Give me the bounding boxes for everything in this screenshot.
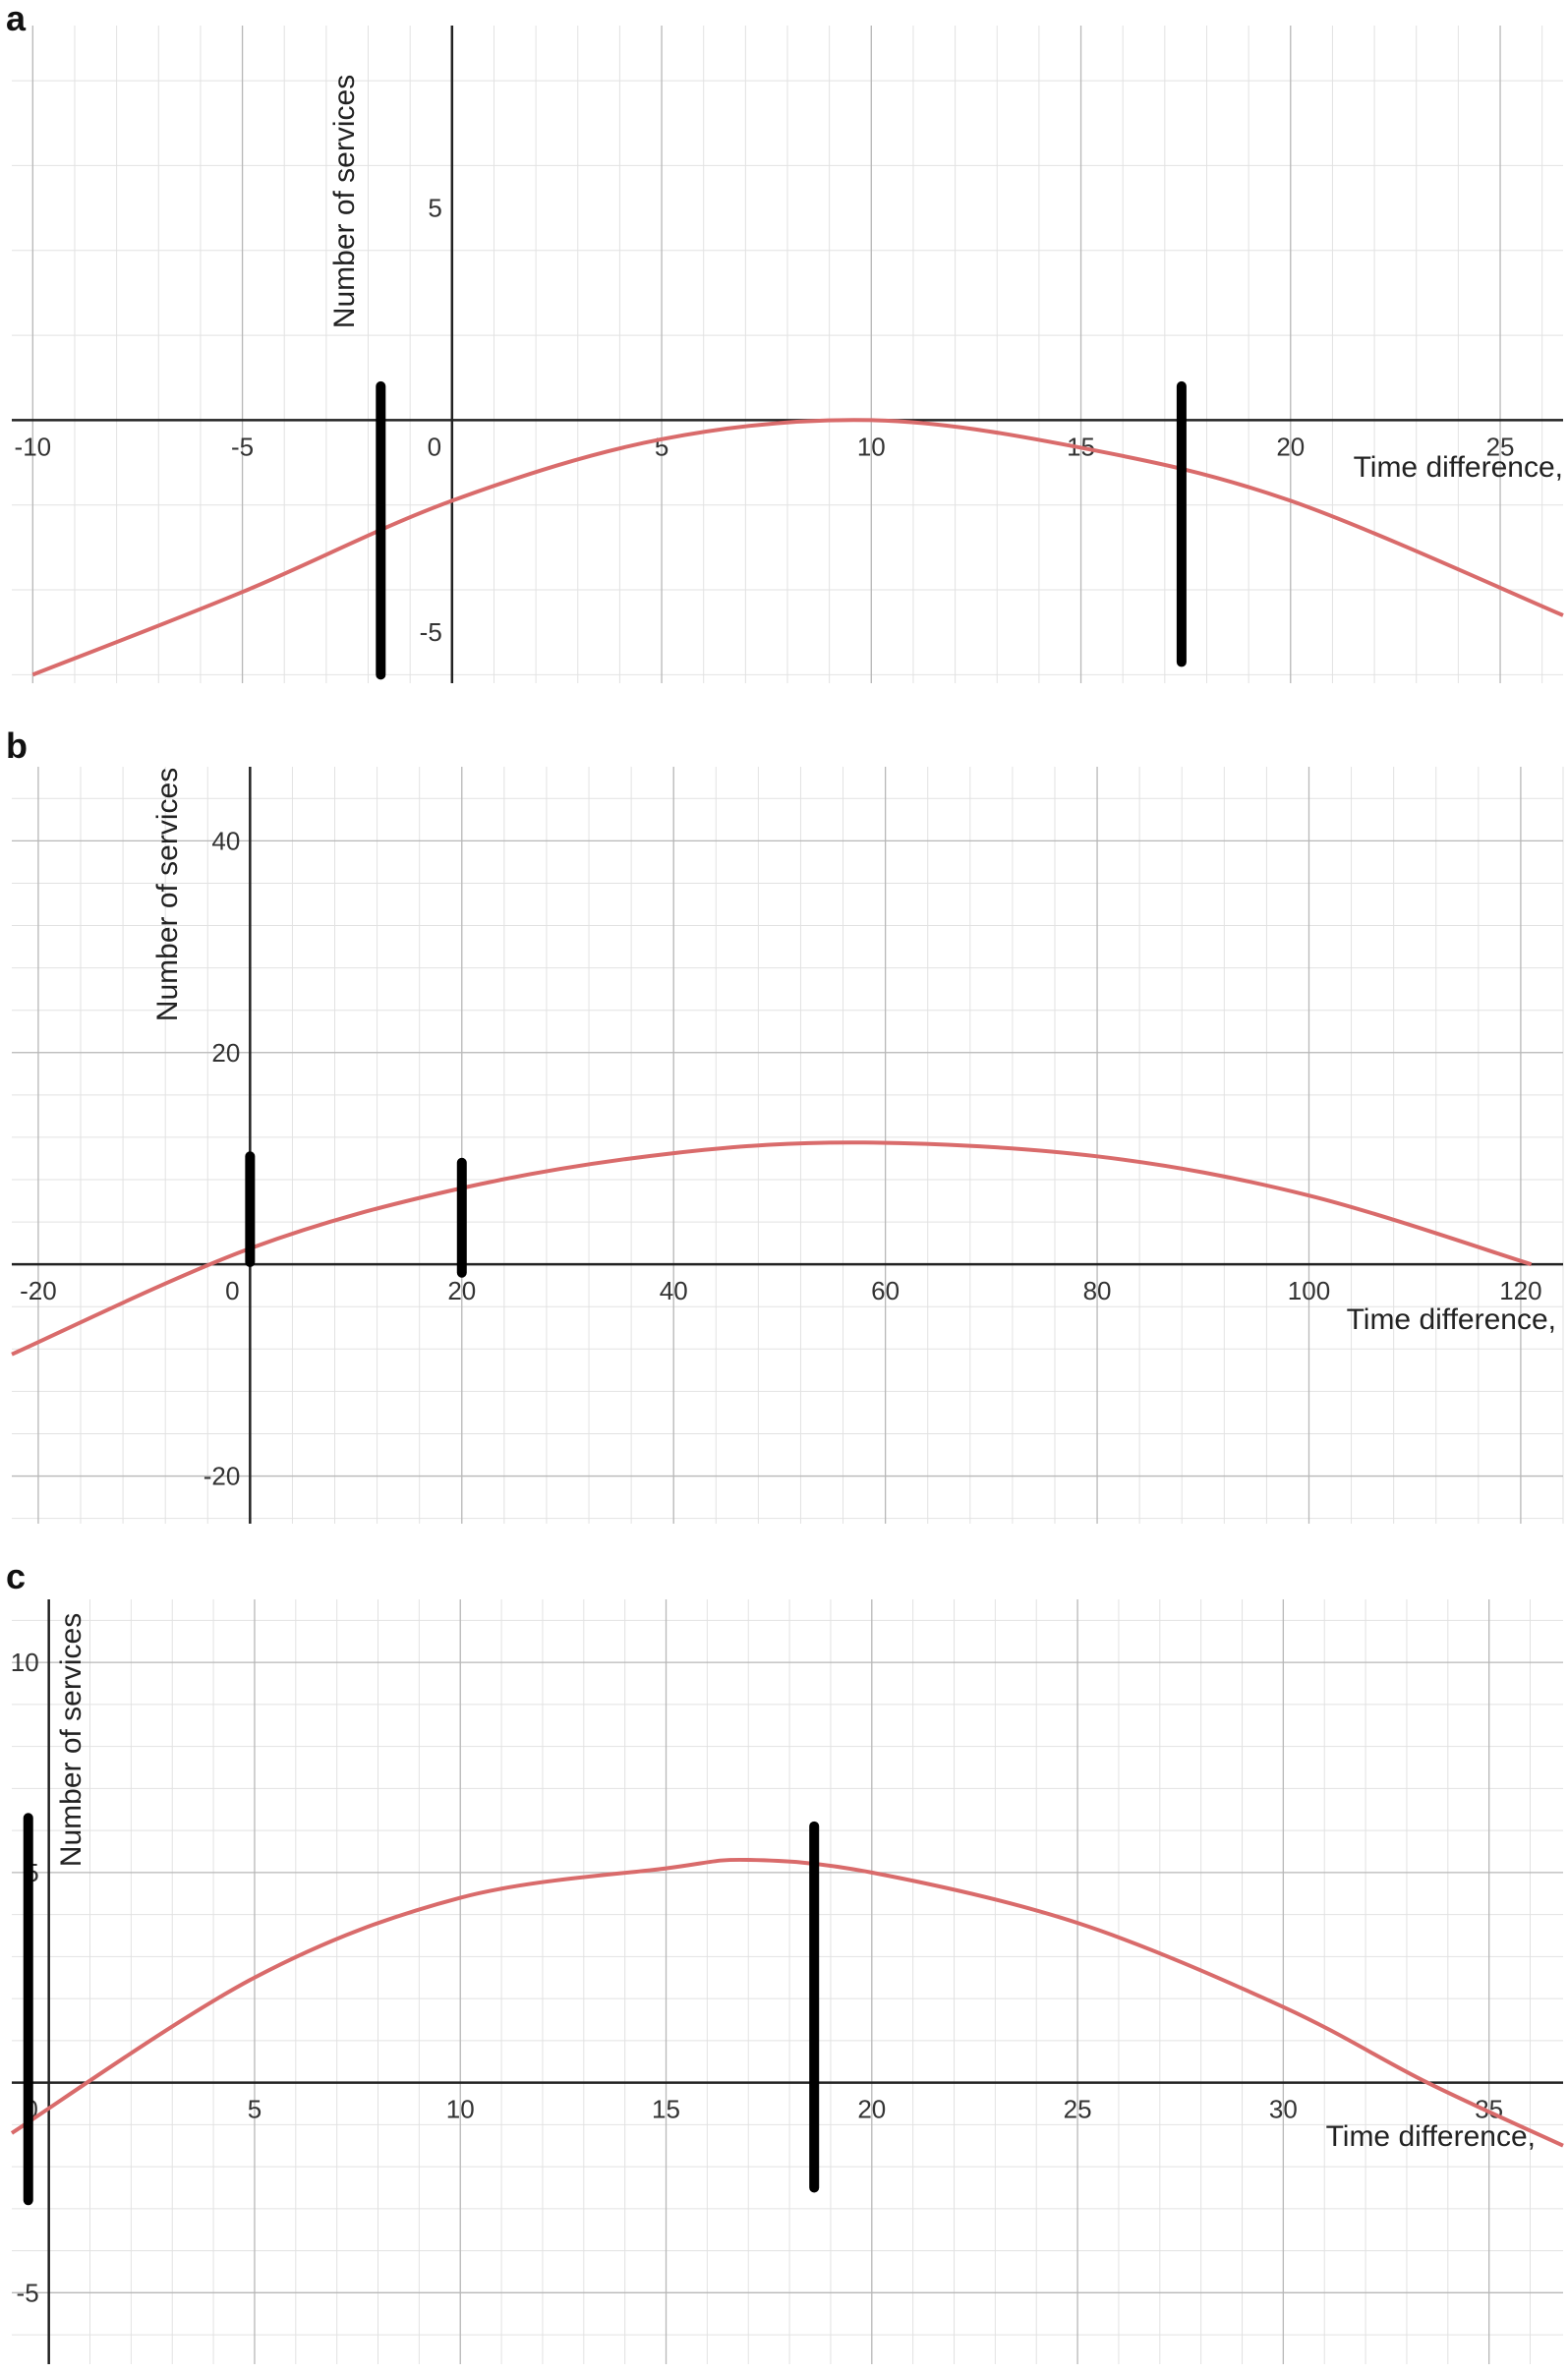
x-axis-label: Time difference, <box>1354 451 1563 484</box>
panel-c: c 05101520253035-5510Time difference,Num… <box>0 1556 1568 2369</box>
x-tick-label: -10 <box>15 432 52 461</box>
x-tick-label: 40 <box>660 1276 688 1305</box>
series-curve <box>11 1140 1533 1357</box>
series-curve <box>31 418 1564 677</box>
panel-label-b: b <box>6 725 28 766</box>
grid <box>12 26 1563 683</box>
x-axis-label: Time difference, <box>1347 1303 1556 1336</box>
panel-label-c: c <box>6 1556 27 1596</box>
x-tick-label: 5 <box>248 2095 261 2124</box>
x-tick-label: 80 <box>1083 1276 1112 1305</box>
panel-label-a: a <box>6 0 27 38</box>
x-tick-label: 0 <box>225 1276 239 1305</box>
x-axis-label: Time difference, <box>1326 2120 1536 2153</box>
chart-b: -20 0 20 40 60 80 100 120 -20 20 40 Time difference… <box>11 767 1564 1524</box>
x-tick-label: 0 <box>428 432 441 461</box>
y-tick-label: 20 <box>211 1038 240 1068</box>
y-tick-label: -5 <box>420 617 442 647</box>
x-tick-label: 25 <box>1064 2095 1092 2124</box>
y-tick-label: -20 <box>203 1462 241 1491</box>
x-tick-label: 20 <box>447 1276 476 1305</box>
x-tick-label: 25 <box>1486 432 1515 461</box>
y-axis-label: Number of services <box>151 768 184 1021</box>
y-axis-label: Number of services <box>328 75 361 328</box>
y-tick-label: 40 <box>211 826 240 855</box>
y-tick-label: 5 <box>428 194 441 223</box>
x-tick-label: -5 <box>231 432 254 461</box>
x-tick-label: -20 <box>20 1276 57 1305</box>
x-tick-label: 120 <box>1499 1276 1541 1305</box>
y-tick-label: 10 <box>11 1648 39 1677</box>
y-tick-label: -5 <box>17 2278 39 2307</box>
series-curve <box>10 1857 1564 2148</box>
panel-a: a -10 -5 0 5 10 15 20 25 -5 5 Time difference, Numb… <box>0 0 1568 688</box>
x-tick-label: 60 <box>871 1276 900 1305</box>
x-tick-label: 10 <box>446 2095 475 2124</box>
x-tick-label: 100 <box>1288 1276 1330 1305</box>
x-tick-label: 20 <box>857 2095 886 2124</box>
x-tick-label: 10 <box>857 432 886 461</box>
y-axis-label: Number of services <box>55 1613 87 1867</box>
x-tick-label: 20 <box>1276 432 1305 461</box>
x-tick-label: 30 <box>1269 2095 1298 2124</box>
x-tick-label: 15 <box>652 2095 680 2124</box>
panel-b: b -20 0 20 40 60 80 100 120 -20 20 40 Time differen… <box>0 725 1568 1534</box>
grid <box>12 1599 1563 2364</box>
chart-c: 05101520253035-5510Time difference,Numbe… <box>10 1599 1564 2364</box>
grid <box>12 767 1564 1524</box>
